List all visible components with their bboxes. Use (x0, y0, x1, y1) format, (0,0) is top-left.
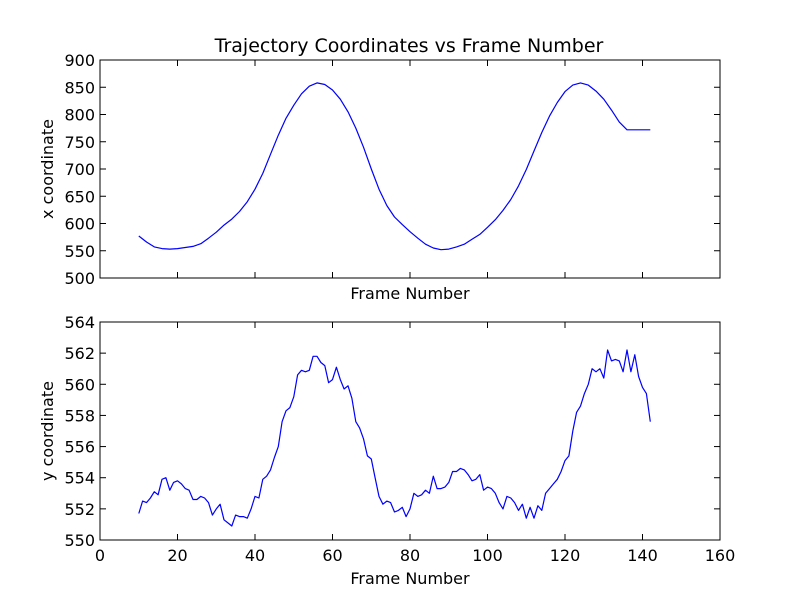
x-coordinate-ytick-label: 750 (64, 133, 95, 152)
y-coordinate-xtick-label: 140 (627, 546, 658, 565)
x-coordinate-ytick-label: 800 (64, 106, 95, 125)
x-coordinate-panel-ylabel: x coordinate (38, 119, 57, 219)
y-coordinate-panel-xlabel: Frame Number (350, 569, 470, 588)
x-coordinate-axes-frame (99, 59, 721, 279)
y-coordinate-ytick-label: 554 (64, 469, 95, 488)
y-coordinate-ytick-label: 564 (64, 313, 95, 332)
y-coordinate-xtick-label: 120 (550, 546, 581, 565)
y-coordinate-xtick-label: 100 (472, 546, 503, 565)
x-coordinate-series (138, 82, 651, 251)
y-coordinate-xtick-label: 160 (705, 546, 736, 565)
y-coordinate-ytick-label: 562 (64, 344, 95, 363)
y-coordinate-xtick-label: 60 (322, 546, 342, 565)
y-coordinate-series (138, 349, 651, 527)
y-coordinate-ytick-label: 556 (64, 438, 95, 457)
x-coordinate-ytick-label: 550 (64, 242, 95, 261)
y-coordinate-panel: 550 552 554 556 558 560 562 564 0 20 40 60 80 100 120 1… (38, 313, 735, 588)
y-coordinate-panel-ylabel: y coordinate (38, 381, 57, 481)
chart-title: Trajectory Coordinates vs Frame Number (214, 35, 604, 57)
y-coordinate-ytick-label: 560 (64, 375, 95, 394)
y-coordinate-xtick-label: 0 (95, 546, 105, 565)
x-coordinate-ytick-label: 500 (64, 269, 95, 288)
x-coordinate-ytick-label: 650 (64, 187, 95, 206)
x-coordinate-ticks: 500 550 600 650 700 750 800 850 900 (64, 51, 721, 288)
x-coordinate-ytick-label: 600 (64, 215, 95, 234)
y-coordinate-xtick-label: 20 (167, 546, 187, 565)
y-coordinate-axes-frame (99, 321, 721, 541)
x-coordinate-ytick-label: 700 (64, 160, 95, 179)
y-coordinate-ytick-label: 558 (64, 406, 95, 425)
y-coordinate-ytick-label: 552 (64, 500, 95, 519)
x-coordinate-ytick-label: 900 (64, 51, 95, 70)
y-coordinate-xtick-label: 40 (245, 546, 265, 565)
x-coordinate-panel: 500 550 600 650 700 750 800 850 900 Frame Number… (38, 51, 721, 303)
y-coordinate-xtick-label: 80 (400, 546, 420, 565)
y-coordinate-ytick-label: 550 (64, 531, 95, 550)
x-coordinate-panel-xlabel: Frame Number (350, 284, 470, 303)
x-coordinate-ytick-label: 850 (64, 78, 95, 97)
y-coordinate-ticks: 550 552 554 556 558 560 562 564 0 20 40 60 80 100 120 1… (64, 313, 735, 565)
